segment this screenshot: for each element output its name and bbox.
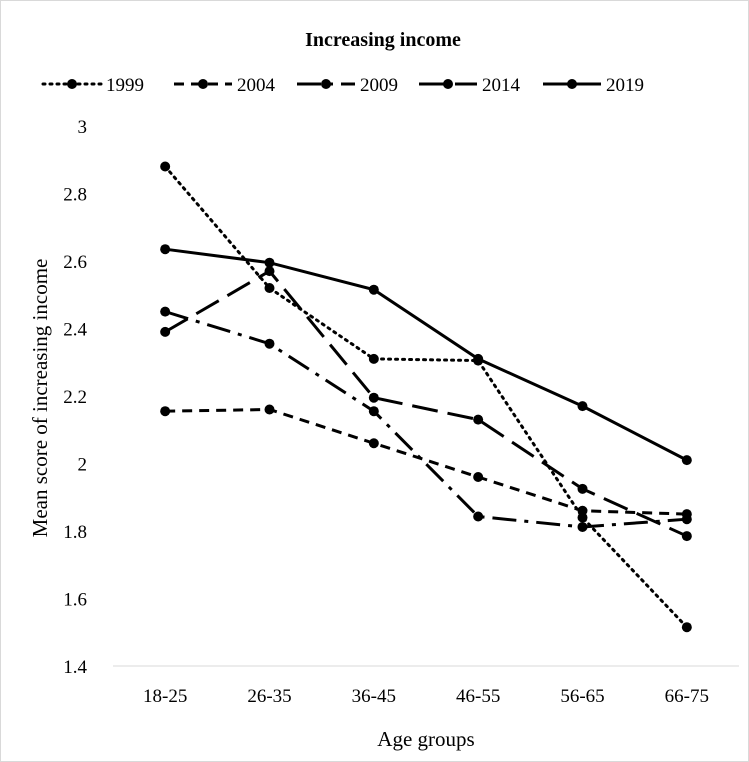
data-point <box>577 483 588 494</box>
y-tick-label: 2 <box>78 455 88 476</box>
legend-marker <box>567 79 577 89</box>
data-point <box>681 622 692 633</box>
series-line <box>164 310 687 529</box>
series-line <box>165 407 687 516</box>
legend-item-2009: 2009 <box>297 75 398 96</box>
y-tick-label: 2.6 <box>63 252 87 273</box>
x-tick-label: 56-65 <box>560 686 604 707</box>
series-line <box>164 247 688 462</box>
data-point <box>681 455 692 466</box>
data-point <box>160 244 171 255</box>
series-1999 <box>160 161 692 633</box>
data-point <box>264 338 275 349</box>
data-point <box>577 505 588 516</box>
data-point <box>577 521 588 532</box>
data-point <box>577 401 588 412</box>
series-line <box>163 165 689 629</box>
data-point <box>160 326 171 337</box>
x-axis-ticks: 18-25 26-35 36-45 46-55 56-65 66-75 <box>143 686 709 707</box>
data-point <box>160 306 171 317</box>
legend-marker <box>443 79 453 89</box>
y-tick-label: 1.4 <box>63 657 87 678</box>
series-2019 <box>160 244 692 466</box>
series-2009 <box>160 306 692 532</box>
x-tick-label: 36-45 <box>352 686 396 707</box>
y-axis-label: Mean score of increasing income <box>28 259 52 538</box>
data-point <box>473 472 484 482</box>
chart-title: Increasing income <box>305 29 461 51</box>
series-2004 <box>160 404 692 520</box>
y-tick-label: 1.8 <box>63 522 87 543</box>
data-point <box>681 531 692 542</box>
legend-item-2004: 2004 <box>174 75 276 96</box>
legend-label: 2019 <box>606 75 644 96</box>
legend-marker <box>321 79 331 89</box>
data-point <box>473 353 484 364</box>
legend-marker <box>198 79 208 89</box>
x-tick-label: 26-35 <box>247 686 291 707</box>
legend-item-1999: 1999 <box>41 75 144 96</box>
data-point <box>264 404 275 415</box>
data-point <box>473 511 484 522</box>
legend-label: 2009 <box>360 75 398 96</box>
data-point <box>368 284 379 295</box>
data-point <box>160 161 171 172</box>
data-point <box>160 406 171 417</box>
x-tick-label: 66-75 <box>665 686 709 707</box>
y-tick-label: 3 <box>78 117 88 138</box>
data-point <box>681 514 692 525</box>
y-tick-label: 2.2 <box>63 387 87 408</box>
legend-label: 2014 <box>482 75 521 96</box>
legend: 1999 2004 2009 2014 2019 <box>41 75 644 96</box>
y-axis-ticks: 1.4 1.6 1.8 2 2.2 2.4 2.6 2.8 3 <box>63 117 87 678</box>
series-2014 <box>160 266 692 542</box>
series-layer <box>160 161 692 633</box>
data-point <box>368 392 379 403</box>
x-tick-label: 18-25 <box>143 686 187 707</box>
data-point <box>264 266 275 277</box>
y-tick-label: 1.6 <box>63 590 87 611</box>
y-tick-label: 2.8 <box>63 185 87 206</box>
data-point <box>264 283 275 293</box>
data-point <box>264 257 275 268</box>
data-point <box>473 414 484 425</box>
x-axis-label: Age groups <box>377 727 474 751</box>
legend-item-2014: 2014 <box>419 75 521 96</box>
legend-label: 1999 <box>106 75 144 96</box>
x-tick-label: 46-55 <box>456 686 500 707</box>
data-point <box>368 406 379 417</box>
y-tick-label: 2.4 <box>63 320 87 341</box>
series-line <box>164 269 688 538</box>
legend-marker <box>67 79 77 89</box>
legend-item-2019: 2019 <box>543 75 644 96</box>
legend-label: 2004 <box>237 75 276 96</box>
data-point <box>368 438 379 449</box>
data-point <box>368 353 379 364</box>
